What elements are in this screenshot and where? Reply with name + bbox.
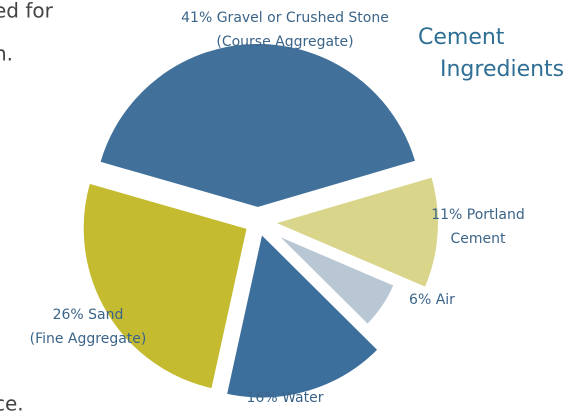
slice-label: Cement (450, 231, 506, 247)
slice-label: 6% Air (409, 292, 455, 308)
pie-slice (83, 183, 248, 390)
pie-slice (99, 43, 416, 208)
slice-label: 41% Gravel or Crushed Stone (181, 10, 389, 26)
page-fragment: ce. (0, 392, 24, 414)
slice-label: 26% Sand (53, 307, 124, 323)
page-fragment: n. (0, 42, 13, 66)
chart-title: Cement (418, 25, 505, 50)
chart-title: Ingredients (440, 57, 564, 82)
slice-label: (Course Aggregate) (216, 34, 353, 50)
slice-label: 11% Portland (431, 207, 525, 223)
slice-label: 16% Water (247, 390, 324, 406)
chart: ed for n. ce. Cement Ingredients 41% Gra… (0, 0, 572, 414)
page-fragment: ed for (0, 0, 54, 23)
slice-label: (Fine Aggregate) (30, 331, 147, 347)
